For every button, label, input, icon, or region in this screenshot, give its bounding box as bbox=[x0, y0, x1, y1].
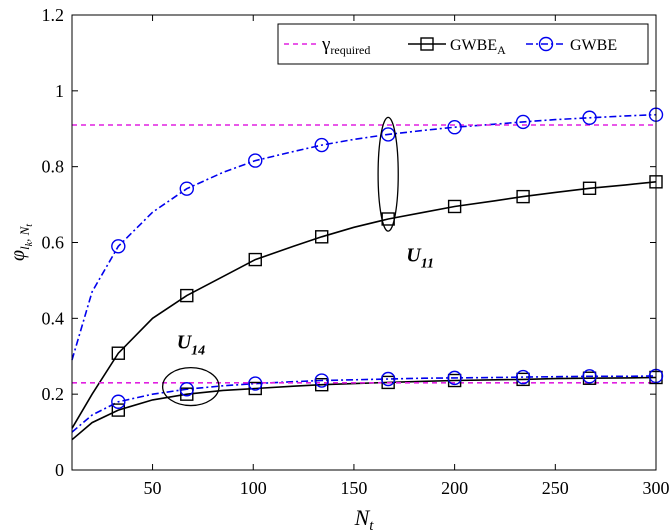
legend: γrequired GWBEA GWBE bbox=[277, 23, 649, 65]
circle-marker bbox=[111, 394, 126, 409]
series-line-u14-3 bbox=[71, 375, 657, 433]
circle-marker bbox=[380, 371, 396, 387]
circle-marker bbox=[515, 114, 531, 130]
square-marker bbox=[180, 288, 194, 303]
square-marker bbox=[248, 381, 262, 396]
legend-box bbox=[277, 23, 649, 65]
legend-circle-marker bbox=[538, 36, 554, 52]
circle-marker bbox=[447, 370, 462, 386]
y-tick-label: 0.6 bbox=[42, 233, 65, 253]
legend-square-marker bbox=[420, 37, 434, 51]
annotation-ellipse-u11 bbox=[377, 116, 399, 232]
y-tick-label: 0.2 bbox=[42, 384, 65, 404]
circle-marker bbox=[582, 369, 597, 384]
y-tick-label: 0.4 bbox=[42, 308, 65, 328]
square-marker bbox=[447, 199, 462, 214]
annotation-label-u14: U14 bbox=[177, 332, 205, 359]
circle-marker bbox=[447, 120, 462, 135]
circle-marker bbox=[248, 153, 263, 168]
y-tick-label: 0 bbox=[55, 460, 64, 480]
circle-marker bbox=[314, 137, 329, 153]
legend-label-gwbe: GWBE bbox=[570, 37, 617, 54]
square-marker bbox=[315, 230, 329, 244]
circle-marker bbox=[582, 110, 597, 125]
series-line-u11-1 bbox=[71, 113, 657, 361]
x-tick-label: 300 bbox=[643, 478, 670, 498]
annotation-label-u11: U11 bbox=[406, 244, 434, 271]
series-line-u11-0 bbox=[71, 181, 657, 429]
plot-lines bbox=[71, 113, 657, 441]
x-tick-label: 250 bbox=[542, 478, 569, 498]
y-axis-label: φlk, Nt bbox=[7, 224, 35, 261]
square-marker bbox=[315, 377, 329, 392]
circle-marker bbox=[248, 376, 263, 391]
circle-marker bbox=[111, 239, 126, 254]
square-marker bbox=[248, 252, 262, 267]
annotation-ellipse-u14 bbox=[161, 366, 220, 407]
y-tick-label: 1.2 bbox=[42, 5, 65, 25]
circle-marker bbox=[515, 369, 531, 385]
square-marker bbox=[111, 403, 126, 417]
circle-marker bbox=[314, 373, 329, 388]
circle-marker bbox=[179, 382, 194, 397]
legend-label-required: γrequired bbox=[321, 34, 370, 57]
square-marker bbox=[180, 387, 194, 401]
square-marker bbox=[516, 189, 530, 204]
circle-marker bbox=[179, 181, 194, 196]
circle-marker bbox=[380, 127, 396, 142]
annotations: U11 U14 bbox=[161, 116, 434, 407]
y-tick-label: 1 bbox=[55, 81, 64, 101]
square-marker bbox=[582, 181, 597, 195]
x-tick-label: 150 bbox=[340, 478, 367, 498]
series-line-u14-2 bbox=[71, 376, 657, 441]
x-tick-label: 200 bbox=[441, 478, 468, 498]
x-axis-label: Nt bbox=[354, 505, 375, 531]
ticks: 50 100 150 200 250 300 0 0.2 0.4 0.6 0.8 1 1.2 bbox=[42, 5, 670, 498]
y-tick-label: 0.8 bbox=[42, 157, 65, 177]
x-tick-label: 100 bbox=[240, 478, 267, 498]
square-marker bbox=[111, 346, 126, 360]
plot-markers bbox=[111, 107, 664, 417]
legend-label-gwbe-a: GWBEA bbox=[450, 37, 506, 57]
x-tick-label: 50 bbox=[144, 478, 162, 498]
